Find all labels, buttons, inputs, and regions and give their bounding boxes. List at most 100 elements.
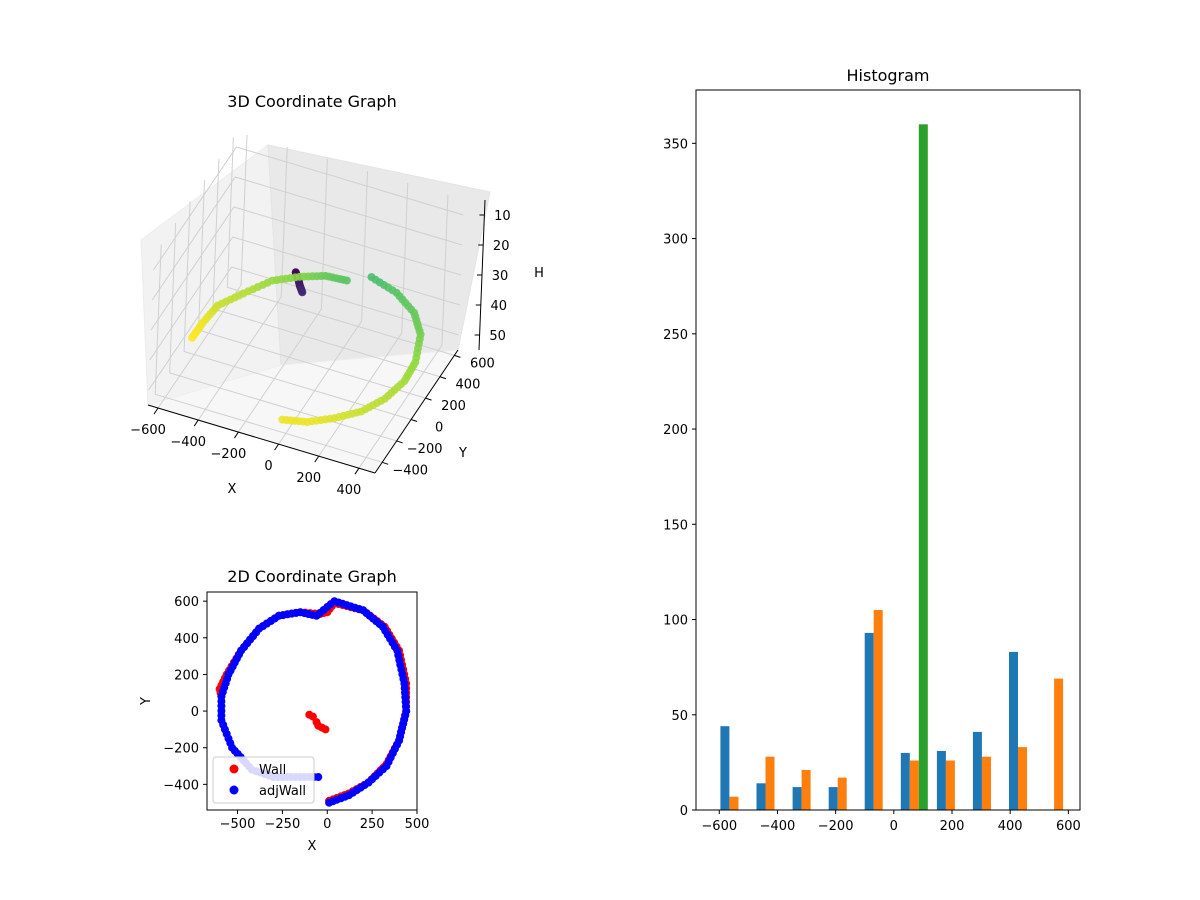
chart-3d-title: 3D Coordinate Graph xyxy=(227,92,396,111)
y-tick-label-3d: 0 xyxy=(435,421,443,436)
y-tick-label-hist: 350 xyxy=(663,137,688,152)
grid-line-y xyxy=(154,244,383,463)
z-tick-label-3d: 30 xyxy=(492,269,509,284)
x-tick-mark-3d xyxy=(153,407,159,415)
x-tick-mark-3d xyxy=(233,431,239,439)
x-tick-mark-3d xyxy=(274,443,279,451)
histogram-bar-1 xyxy=(765,756,775,810)
y-tick-label-3d: 400 xyxy=(456,378,481,393)
x-tick-label-2d: −500 xyxy=(220,817,256,832)
histogram-bar-0 xyxy=(792,787,802,810)
point-wall xyxy=(321,725,330,734)
y-tick-label-hist: 150 xyxy=(663,518,688,533)
legend-2d: Wall adjWall xyxy=(212,756,315,804)
ticks-3d: −600 −400 −200 0 200 400 −400 −200 0 200 400 600 10 2… xyxy=(130,209,510,498)
grid-line-y xyxy=(226,137,455,356)
x-tick-label-3d: 0 xyxy=(264,459,272,474)
x-tick-label-hist: −400 xyxy=(760,819,796,834)
points-3d xyxy=(188,268,425,426)
x-tick-mark-3d xyxy=(193,419,199,427)
y-axis-label-3d: Y xyxy=(458,446,467,461)
histogram-bar-1 xyxy=(1018,747,1027,810)
legend-marker-adjwall xyxy=(229,785,239,795)
chart-2d: 2D Coordinate Graph −500 −250 0 250 500−400−… xyxy=(139,567,429,854)
x-tick-label-hist: 0 xyxy=(890,819,898,834)
z-tick-label-3d: 50 xyxy=(489,329,506,344)
y-tick-label-hist: 300 xyxy=(663,233,688,248)
y-tick-mark-3d xyxy=(410,419,418,422)
grid-line-z xyxy=(150,206,462,331)
pane-back xyxy=(267,144,491,366)
histogram-bar-0 xyxy=(936,751,946,810)
x-tick-label-3d: −200 xyxy=(211,447,247,462)
y-tick-label-2d: 200 xyxy=(174,668,199,683)
point-adjwall xyxy=(314,773,323,782)
y-tick-mark-3d xyxy=(396,440,403,444)
y-tick-label-3d: 200 xyxy=(441,399,466,414)
y-tick-label-hist: 200 xyxy=(663,423,688,438)
y-tick-label-2d: 400 xyxy=(174,632,199,647)
x-tick-label-2d: 500 xyxy=(405,817,430,832)
x-tick-label-3d: 400 xyxy=(337,483,362,498)
x-tick-label-2d: −250 xyxy=(265,817,301,832)
histogram-bar-1 xyxy=(873,610,883,810)
x-axis-line xyxy=(147,404,376,474)
z-tick-label-3d: 20 xyxy=(493,239,510,254)
histogram-bar-0 xyxy=(864,632,874,810)
legend-marker-wall xyxy=(229,764,239,774)
y-tick-mark-3d xyxy=(382,461,389,465)
x-tick-mark-3d xyxy=(314,455,320,463)
chart-2d-title: 2D Coordinate Graph xyxy=(227,567,396,586)
histogram-bar-0 xyxy=(756,783,766,810)
y-tick-label-2d: −400 xyxy=(163,778,199,793)
y-tick-label-2d: 600 xyxy=(174,595,199,610)
grid-line-z xyxy=(152,146,464,271)
y-tick-label-3d: −400 xyxy=(392,463,428,478)
histogram-bar-0 xyxy=(828,787,838,810)
ticks-2d: −500 −250 0 250 500 −400 −200 0 200 400 600 xyxy=(163,595,429,832)
z-tick-label-3d: 10 xyxy=(494,209,511,224)
plot-frame-histogram xyxy=(695,89,1081,811)
y-tick-label-3d: −200 xyxy=(407,442,443,457)
grid-line-x xyxy=(358,195,449,469)
legend-label-adjwall: adjWall xyxy=(259,784,306,799)
histogram-bar-1 xyxy=(729,796,739,810)
y-tick-mark-3d xyxy=(454,354,461,358)
grid-line-z xyxy=(148,266,459,391)
grid-line-z xyxy=(151,176,463,301)
point-3d xyxy=(298,288,307,297)
grid-line-y xyxy=(183,201,412,421)
y-tick-label-2d: 0 xyxy=(191,705,199,720)
y-axis-line xyxy=(374,349,459,474)
x-tick-mark-3d xyxy=(354,467,360,475)
histogram-bar-0 xyxy=(720,726,730,810)
plot-frame-2d xyxy=(206,591,418,811)
histogram-title: Histogram xyxy=(847,66,930,85)
histogram-bars xyxy=(720,124,1064,811)
y-tick-label-hist: 50 xyxy=(671,709,688,724)
x-tick-label-3d: −400 xyxy=(170,435,206,450)
x-tick-label-hist: −600 xyxy=(701,819,737,834)
histogram-bar-2 xyxy=(918,124,928,811)
chart-3d: 3D Coordinate Graph −600−400−2000200400−… xyxy=(130,92,544,498)
histogram-bar-0 xyxy=(1009,651,1018,810)
y-axis-label-2d: Y xyxy=(139,697,154,706)
point-3d xyxy=(367,273,376,282)
grid-line-x xyxy=(278,171,369,445)
ticks-histogram: −600 −400 −200 0 200 400 600 0 50 100 150 200 250 300… xyxy=(663,137,1081,834)
x-axis-label-3d: X xyxy=(228,482,237,497)
histogram-bar-1 xyxy=(1054,678,1064,810)
legend-label-wall: Wall xyxy=(259,763,286,778)
x-tick-label-hist: 600 xyxy=(1056,819,1081,834)
x-tick-label-3d: 200 xyxy=(296,471,321,486)
point-3d xyxy=(188,333,197,342)
points-2d xyxy=(215,597,411,807)
x-tick-label-hist: 200 xyxy=(940,819,965,834)
x-tick-label-3d: −600 xyxy=(130,423,166,438)
y-tick-label-hist: 0 xyxy=(680,804,688,819)
z-tick-label-3d: 40 xyxy=(491,299,508,314)
y-tick-label-2d: −200 xyxy=(163,742,199,757)
grid-line-x xyxy=(157,134,248,409)
z-axis-label-3d: H xyxy=(534,266,544,281)
